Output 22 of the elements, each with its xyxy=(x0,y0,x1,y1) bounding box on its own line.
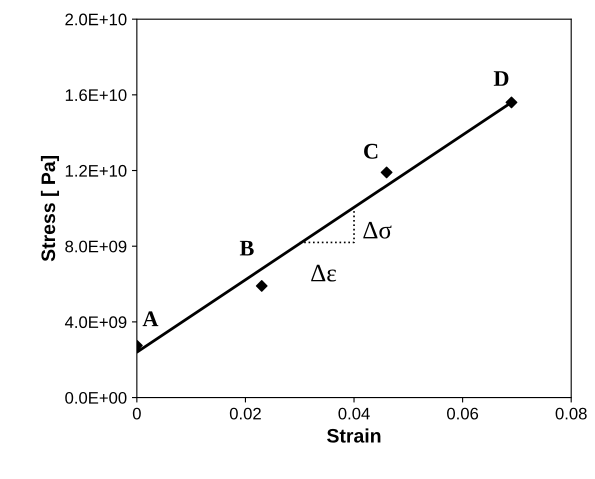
point xyxy=(256,280,268,292)
annotation: Δε xyxy=(311,264,336,282)
annotation: A xyxy=(142,311,158,326)
x-tick-label: 0 xyxy=(132,408,141,420)
annotation: D xyxy=(494,71,508,86)
x-tick-label: 0.02 xyxy=(230,408,261,420)
x-tick-label: 0.08 xyxy=(556,408,587,420)
y-tick-label: 8.0E+09 xyxy=(65,240,126,252)
y-axis-title: Stress [ Pa] xyxy=(40,156,60,262)
y-tick-label: 0.0E+00 xyxy=(65,392,126,404)
annotation: C xyxy=(364,144,378,159)
y-tick-label: 2.0E+10 xyxy=(65,14,126,26)
point xyxy=(506,96,518,108)
y-tick-label: 4.0E+09 xyxy=(64,316,126,328)
annotation: B xyxy=(240,240,254,256)
annotation: Δσ xyxy=(363,222,392,239)
x-axis-title: Strain xyxy=(327,428,380,443)
x-tick-label: 0.06 xyxy=(447,408,478,420)
y-tick-label: 1.2E+10 xyxy=(66,164,126,177)
y-tick-label: 1.6E+10 xyxy=(66,89,126,102)
x-tick-label: 0.04 xyxy=(338,408,370,420)
point xyxy=(380,166,392,178)
